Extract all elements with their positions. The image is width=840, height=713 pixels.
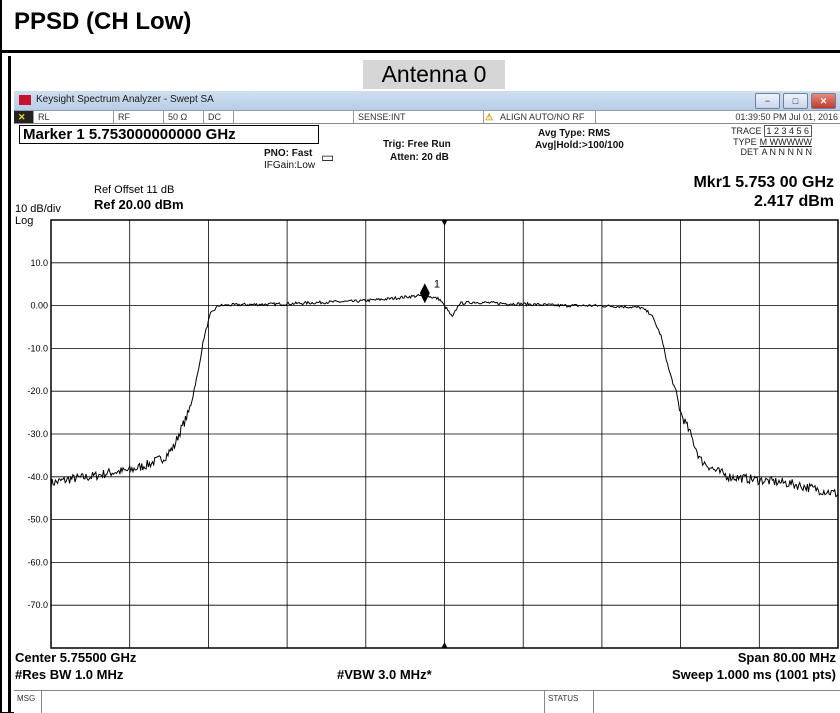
document-title: PPSD (CH Low) xyxy=(14,8,192,35)
window-title: Keysight Spectrum Analyzer - Swept SA xyxy=(36,94,214,105)
datetime: 01:39:50 PM Jul 01, 2016 xyxy=(735,112,838,122)
marker-amplitude: 2.417 dBm xyxy=(753,193,834,210)
trace-values: 1 2 3 4 5 6 xyxy=(763,125,813,137)
ifgain-setting: IFGain:Low xyxy=(264,160,316,171)
rl-indicator: RL xyxy=(34,111,114,123)
vbw: #VBW 3.0 MHz* xyxy=(337,667,432,682)
impedance-indicator: 50 Ω xyxy=(164,111,204,123)
trig-setting: Trig: Free Run xyxy=(383,139,451,150)
sweep: Sweep 1.000 ms (1001 pts) xyxy=(671,667,836,682)
center-frequency: Center 5.75500 GHz xyxy=(15,650,137,665)
y-tick-label: -50.0 xyxy=(27,515,48,525)
type-values: M WWWWW xyxy=(759,137,813,147)
blank-cell xyxy=(234,111,354,123)
y-tick-label: -30.0 xyxy=(27,429,48,439)
avg-type: Avg Type: RMS xyxy=(538,128,611,139)
marker-1-label: 1 xyxy=(434,278,440,290)
window-titlebar[interactable]: Keysight Spectrum Analyzer - Swept SA − … xyxy=(14,91,840,111)
remote-indicator-icon: ✕ xyxy=(14,111,34,123)
app-icon xyxy=(19,95,31,105)
scale-per-div: 10 dB/div xyxy=(15,203,61,215)
marker-1-icon xyxy=(419,283,430,304)
atten-setting: Atten: 20 dB xyxy=(390,152,449,163)
res-bw: #Res BW 1.0 MHz xyxy=(15,667,124,682)
sense-indicator: SENSE:INT xyxy=(354,111,484,123)
avg-hold: Avg|Hold:>100/100 xyxy=(535,140,624,151)
trace-label: TRACE xyxy=(731,126,762,136)
ref-offset: Ref Offset 11 dB xyxy=(94,184,175,196)
trace-table: TRACE 1 2 3 4 5 6 TYPE M WWWWW DET A N N N … xyxy=(731,125,813,157)
scale-type: Log xyxy=(15,215,34,227)
trace-1 xyxy=(50,293,839,498)
ref-level: Ref 20.00 dBm xyxy=(94,197,184,212)
antenna-label: Antenna 0 xyxy=(363,60,505,89)
warning-icon: ⚠ xyxy=(485,112,494,122)
y-tick-label: -20.0 xyxy=(27,386,48,396)
status-label: STATUS xyxy=(544,691,594,713)
rf-indicator: RF xyxy=(114,111,164,123)
close-button[interactable]: ✕ xyxy=(811,93,836,109)
marker-frequency: Mkr1 5.753 00 GHz xyxy=(693,174,834,191)
center-marker-top-icon xyxy=(441,220,448,226)
y-tick-label: -40.0 xyxy=(27,472,48,482)
y-tick-label: -10.0 xyxy=(27,343,48,353)
y-tick-label: -60.0 xyxy=(27,557,48,567)
message-bar: MSG STATUS xyxy=(14,690,840,713)
title-divider xyxy=(2,50,840,53)
coupling-indicator: DC xyxy=(204,111,234,123)
det-values: A N N N N N xyxy=(761,147,813,157)
span: Span 80.00 MHz xyxy=(737,650,836,665)
marker-readout-box[interactable]: Marker 1 5.753000000000 GHz xyxy=(19,125,319,144)
center-marker-bottom-icon xyxy=(441,642,448,648)
type-label: TYPE xyxy=(733,137,757,147)
spectrum-plot[interactable]: 10.0 0.00 -10.0 -20.0 -30.0 -40.0 -50.0 -60.0 -7… xyxy=(11,56,840,690)
trigger-icon: ▭ xyxy=(321,149,335,165)
minimize-button[interactable]: − xyxy=(755,93,780,109)
restore-button[interactable]: □ xyxy=(783,93,808,109)
marker-readout: Marker 1 5.753000000000 GHz xyxy=(23,126,236,143)
y-tick-label: 10.0 xyxy=(30,258,48,268)
pno-setting: PNO: Fast xyxy=(264,148,313,159)
align-indicator: ALIGN AUTO/NO RF xyxy=(496,111,596,123)
analyzer-panel: Antenna 0 Keysight Spectrum Analyzer - S… xyxy=(8,56,840,713)
status-row: ✕ RL RF 50 Ω DC SENSE:INT ⚠ ALIGN AUTO/N… xyxy=(14,111,840,124)
y-tick-label: 0.00 xyxy=(30,301,48,311)
y-tick-label: -70.0 xyxy=(27,600,48,610)
msg-label: MSG xyxy=(14,691,42,713)
det-label: DET xyxy=(740,147,759,157)
